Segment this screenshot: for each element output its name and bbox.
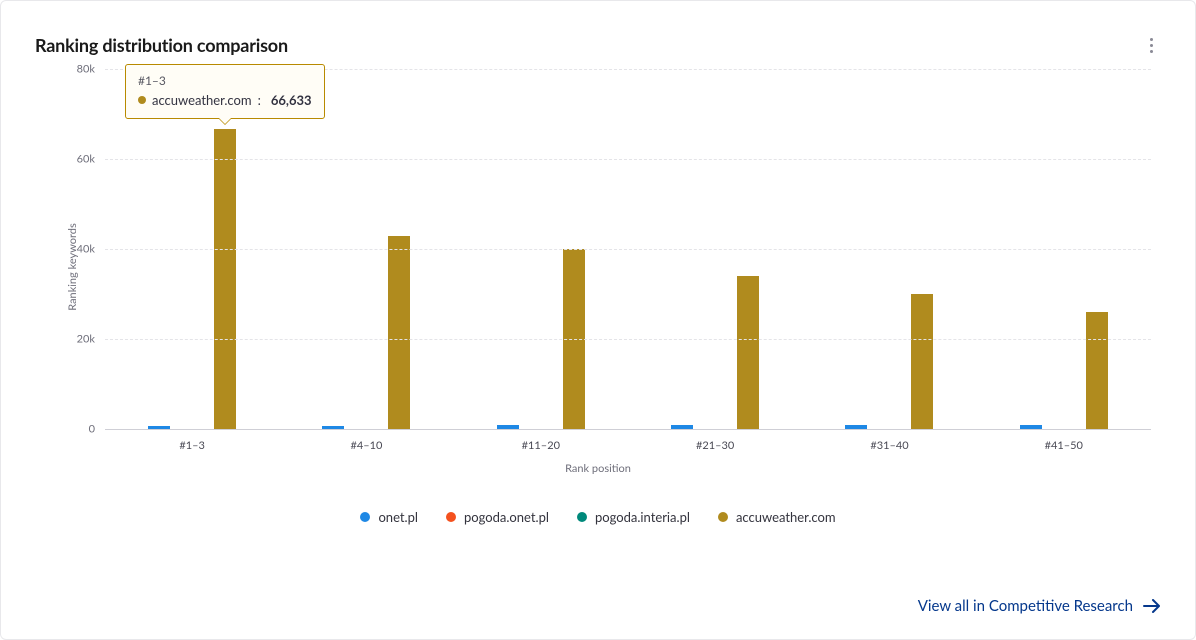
legend-swatch <box>577 512 587 522</box>
legend-item[interactable]: accuweather.com <box>718 509 836 525</box>
plot-area: #1–3#4–10#11–20#21–30#31–40#41–50 #1–3 a… <box>105 69 1151 429</box>
legend-label: onet.pl <box>378 509 418 525</box>
x-tick-label: #31–40 <box>870 439 908 452</box>
x-tick-label: #41–50 <box>1045 439 1083 452</box>
legend-label: pogoda.interia.pl <box>595 509 690 525</box>
legend-item[interactable]: pogoda.interia.pl <box>577 509 690 525</box>
x-tick-label: #11–20 <box>522 439 560 452</box>
y-tick-label: 80k <box>50 63 105 76</box>
gridline <box>105 249 1151 250</box>
card-title: Ranking distribution comparison <box>35 34 288 56</box>
view-all-link-text: View all in Competitive Research <box>918 597 1133 615</box>
gridline <box>105 159 1151 160</box>
bar[interactable] <box>911 294 933 429</box>
y-tick-label: 60k <box>50 153 105 166</box>
gridline <box>105 69 1151 70</box>
card-header: Ranking distribution comparison <box>35 31 1161 59</box>
y-tick-label: 20k <box>50 333 105 346</box>
more-options-icon[interactable] <box>1141 31 1161 59</box>
legend-item[interactable]: pogoda.onet.pl <box>446 509 549 525</box>
x-tick-label: #1–3 <box>179 439 205 452</box>
ranking-distribution-card: Ranking distribution comparison Ranking … <box>0 0 1196 640</box>
chart-legend: onet.pl pogoda.onet.pl pogoda.interia.pl ac… <box>35 509 1161 525</box>
chart: Ranking keywords #1–3#4–10#11–20#21–30#3… <box>35 69 1161 509</box>
legend-swatch <box>718 512 728 522</box>
y-tick-label: 40k <box>50 243 105 256</box>
legend-swatch <box>446 512 456 522</box>
bar[interactable] <box>1086 312 1108 429</box>
x-tick-label: #4–10 <box>351 439 383 452</box>
gridline <box>105 339 1151 340</box>
bar[interactable] <box>214 129 236 429</box>
bar[interactable] <box>388 236 410 430</box>
legend-label: accuweather.com <box>736 509 836 525</box>
bar[interactable] <box>737 276 759 429</box>
view-all-link[interactable]: View all in Competitive Research <box>918 597 1161 615</box>
x-axis-label: Rank position <box>565 462 631 475</box>
y-axis-label: Ranking keywords <box>66 223 79 310</box>
legend-swatch <box>360 512 370 522</box>
legend-item[interactable]: onet.pl <box>360 509 418 525</box>
legend-label: pogoda.onet.pl <box>464 509 549 525</box>
x-tick-label: #21–30 <box>696 439 734 452</box>
y-tick-label: 0 <box>50 423 105 436</box>
gridline <box>105 429 1151 430</box>
arrow-right-icon <box>1143 599 1161 613</box>
